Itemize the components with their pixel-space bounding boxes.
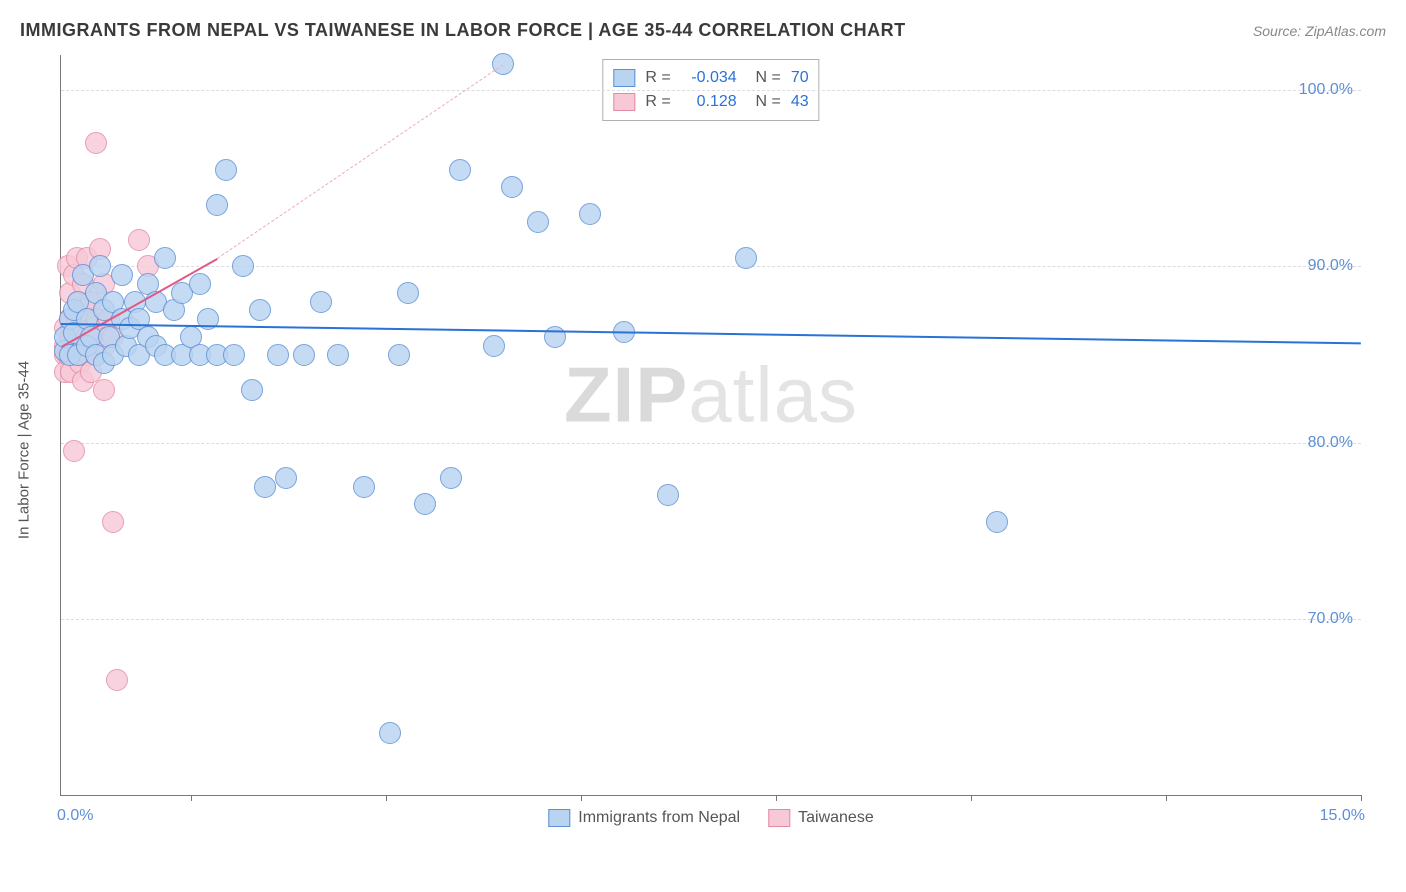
x-axis-max-label: 15.0% — [1320, 807, 1365, 825]
data-point — [657, 484, 679, 506]
x-tick — [1361, 795, 1362, 801]
trend-line — [61, 323, 1361, 344]
legend-item: Immigrants from Nepal — [548, 809, 740, 827]
source-attribution: Source: ZipAtlas.com — [1253, 23, 1386, 39]
legend-label: Taiwanese — [798, 809, 874, 827]
data-point — [449, 159, 471, 181]
data-point — [189, 273, 211, 295]
gridline — [61, 619, 1361, 620]
legend-n-value: 43 — [791, 90, 809, 114]
data-point — [267, 344, 289, 366]
data-point — [154, 247, 176, 269]
legend-swatch — [613, 69, 635, 87]
data-point — [275, 467, 297, 489]
legend-r-label: R = — [645, 90, 670, 114]
data-point — [579, 203, 601, 225]
chart-title: IMMIGRANTS FROM NEPAL VS TAIWANESE IN LA… — [20, 20, 906, 41]
series-legend: Immigrants from Nepal Taiwanese — [548, 809, 873, 827]
data-point — [93, 379, 115, 401]
legend-n-label: N = — [747, 90, 781, 114]
x-tick — [1166, 795, 1167, 801]
data-point — [215, 159, 237, 181]
legend-label: Immigrants from Nepal — [578, 809, 740, 827]
gridline — [61, 90, 1361, 91]
data-point — [388, 344, 410, 366]
data-point — [102, 511, 124, 533]
y-tick-label: 70.0% — [1308, 610, 1353, 628]
data-point — [440, 467, 462, 489]
legend-row: R = -0.034 N = 70 — [613, 66, 808, 90]
data-point — [501, 176, 523, 198]
legend-r-label: R = — [645, 66, 670, 90]
x-tick — [386, 795, 387, 801]
data-point — [397, 282, 419, 304]
data-point — [327, 344, 349, 366]
data-point — [206, 194, 228, 216]
legend-r-value: -0.034 — [681, 66, 737, 90]
legend-swatch — [768, 809, 790, 827]
x-tick — [776, 795, 777, 801]
y-axis-label: In Labor Force | Age 35-44 — [16, 361, 33, 539]
data-point — [63, 440, 85, 462]
data-point — [232, 255, 254, 277]
legend-swatch — [613, 93, 635, 111]
data-point — [293, 344, 315, 366]
chart-container: In Labor Force | Age 35-44 ZIPatlas R = … — [50, 55, 1390, 845]
data-point — [85, 132, 107, 154]
data-point — [223, 344, 245, 366]
gridline — [61, 266, 1361, 267]
y-tick-label: 80.0% — [1308, 434, 1353, 452]
legend-item: Taiwanese — [768, 809, 874, 827]
x-tick — [191, 795, 192, 801]
legend-swatch — [548, 809, 570, 827]
data-point — [89, 255, 111, 277]
data-point — [128, 229, 150, 251]
y-tick-label: 90.0% — [1308, 257, 1353, 275]
data-point — [310, 291, 332, 313]
legend-n-label: N = — [747, 66, 781, 90]
data-point — [379, 722, 401, 744]
x-axis-min-label: 0.0% — [57, 807, 93, 825]
watermark: ZIPatlas — [564, 350, 858, 441]
data-point — [106, 669, 128, 691]
plot-area: ZIPatlas R = -0.034 N = 70R = 0.128 N = … — [60, 55, 1361, 796]
y-tick-label: 100.0% — [1299, 81, 1353, 99]
data-point — [249, 299, 271, 321]
data-point — [414, 493, 436, 515]
gridline — [61, 443, 1361, 444]
data-point — [254, 476, 276, 498]
data-point — [111, 264, 133, 286]
legend-row: R = 0.128 N = 43 — [613, 90, 808, 114]
data-point — [241, 379, 263, 401]
data-point — [735, 247, 757, 269]
data-point — [544, 326, 566, 348]
x-tick — [581, 795, 582, 801]
data-point — [986, 511, 1008, 533]
data-point — [353, 476, 375, 498]
x-tick — [971, 795, 972, 801]
legend-n-value: 70 — [791, 66, 809, 90]
legend-r-value: 0.128 — [681, 90, 737, 114]
data-point — [527, 211, 549, 233]
data-point — [483, 335, 505, 357]
